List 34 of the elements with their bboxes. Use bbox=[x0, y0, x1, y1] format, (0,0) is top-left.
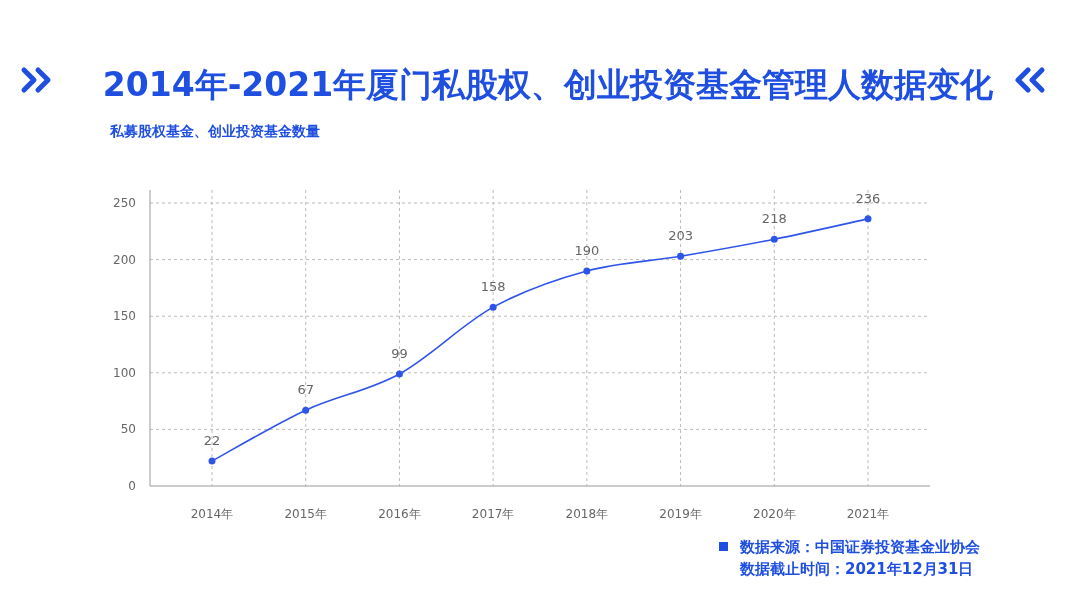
data-label: 190 bbox=[574, 242, 600, 258]
point bbox=[489, 303, 497, 311]
data-label: 22 bbox=[203, 433, 221, 449]
y-tick-label: 150 bbox=[113, 309, 136, 324]
y-tick-label: 250 bbox=[113, 196, 136, 210]
data-label: 218 bbox=[761, 211, 787, 227]
text: 数据截止时间：2021年12月31日 bbox=[739, 560, 974, 578]
point bbox=[770, 235, 778, 243]
x-tick-label: 2020年 bbox=[753, 507, 796, 521]
data-label: 158 bbox=[480, 279, 506, 295]
x-tick-label: 2021年 bbox=[846, 507, 890, 521]
x-tick-label: 2019年 bbox=[659, 507, 702, 521]
point bbox=[864, 215, 872, 223]
y-tick-label: 50 bbox=[120, 422, 136, 437]
data-label: 236 bbox=[855, 190, 881, 206]
x-tick-label: 2017年 bbox=[471, 507, 515, 521]
y-tick-label: 100 bbox=[113, 365, 136, 380]
point bbox=[302, 406, 310, 414]
x-tick-label: 2015年 bbox=[284, 507, 327, 521]
data-label: 67 bbox=[297, 382, 314, 398]
chart-subtitle: 私募股权基金、创业投资基金数量 bbox=[109, 123, 320, 139]
y-tick-label: 0 bbox=[128, 479, 136, 493]
point bbox=[208, 457, 216, 465]
y-tick-label: 200 bbox=[113, 252, 136, 267]
x-tick-label: 2016年 bbox=[378, 507, 421, 521]
point bbox=[677, 252, 685, 260]
point bbox=[583, 267, 591, 275]
point bbox=[395, 370, 403, 378]
data-label: 99 bbox=[391, 345, 408, 361]
x-tick-label: 2014年 bbox=[190, 507, 234, 521]
source-note: 数据来源：中国证券投资基金业协会 bbox=[739, 538, 981, 556]
x-tick-label: 2018年 bbox=[565, 507, 609, 521]
data-label: 203 bbox=[668, 228, 693, 244]
chart-title: 2014年-2021年厦门私股权、创业投资基金管理人数据变化 bbox=[102, 65, 995, 104]
